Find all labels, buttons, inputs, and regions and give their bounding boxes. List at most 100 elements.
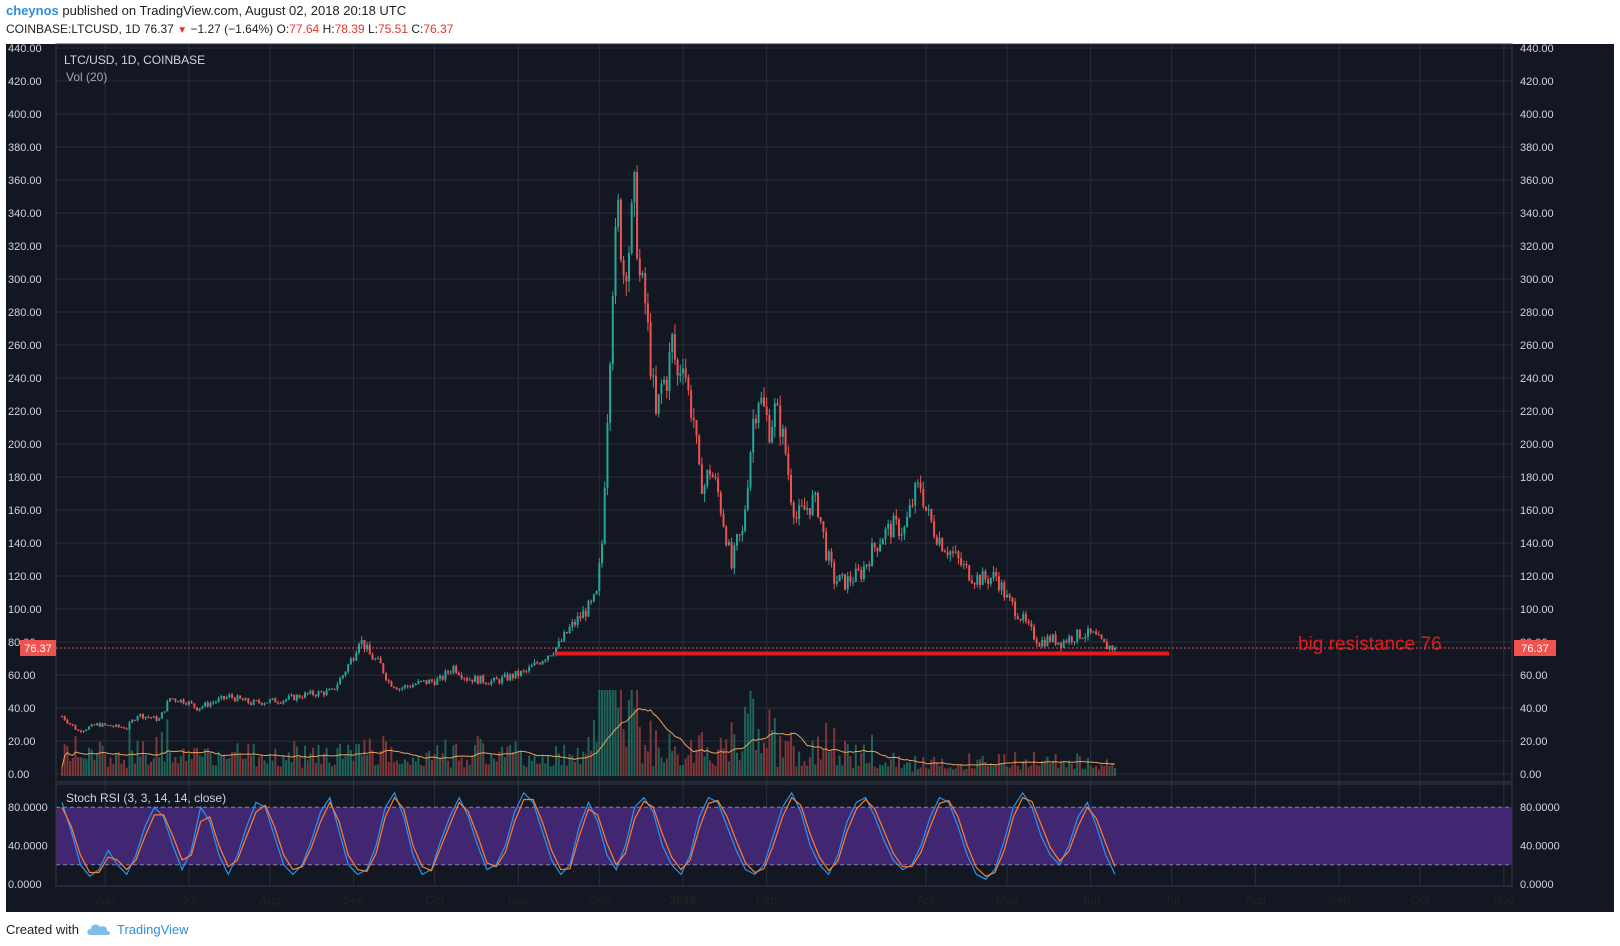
volume-bar [827,751,830,776]
volume-bar [312,747,315,776]
candle-body [395,687,398,690]
volume-bar [171,762,174,776]
annotation-layer[interactable]: big resistance 76 [556,634,1442,656]
candle-body [652,375,655,377]
volume-bar [625,746,628,776]
candle-body [393,686,396,688]
candle-body [228,694,231,698]
candle-body [533,662,536,666]
candle-body [368,644,371,655]
volume-bar [860,752,863,776]
candle-body [309,690,312,694]
candle-body [187,701,190,705]
candle-body [1105,642,1108,650]
candle-body [771,426,774,443]
volume-bar [530,760,533,776]
volume-bar [1046,756,1049,776]
volume-bar [703,756,706,776]
candle-body [779,405,782,437]
volume-bar [463,767,466,776]
volume-bar [727,761,730,776]
volume-bar [641,763,644,776]
candle-body [968,565,971,581]
candle-body [409,686,412,688]
y-tick-label-right: 60.00 [1520,670,1548,682]
volume-bar [852,767,855,776]
candle-body [1076,629,1079,642]
candle-body [908,505,911,518]
candle-body [233,697,236,702]
volume-bar [706,747,709,776]
candle-body [277,702,279,704]
volume-bar [236,743,239,776]
volume-bar [1038,765,1041,776]
candle-body [690,390,693,418]
volume-bar [997,754,1000,776]
volume-bar [749,690,752,776]
candle-body [193,703,196,708]
volume-bar [544,763,547,776]
volume-bar [339,743,342,776]
volume-bar [898,756,900,776]
y-tick-label-left: 440.00 [8,43,42,55]
candle-body [525,670,528,672]
candle-body [244,698,247,701]
volume-bar [1105,759,1108,776]
volume-bar [322,753,325,776]
author-link[interactable]: cheynos [6,3,59,18]
candle-body [490,680,493,685]
tradingview-link[interactable]: TradingView [116,921,189,937]
candle-body [1060,642,1062,648]
volume-bar [776,766,779,776]
volume-bar [250,755,252,776]
volume-bar [881,765,884,776]
candle-body [954,551,957,553]
candle-body [973,583,976,585]
candle-body [892,515,895,538]
volume-bar [533,755,536,776]
candle-body [914,483,917,506]
volume-bar [1095,765,1098,776]
candle-body [1114,647,1116,650]
candle-body [719,492,722,514]
volume-bar [98,741,101,776]
candle-body [601,543,603,564]
candle-body [684,368,687,378]
volume-bar [1011,764,1014,776]
stoch-k-line [61,791,1116,880]
candle-body [444,671,447,680]
candle-body [884,528,887,540]
volume-bar [817,736,819,776]
candle-body [992,571,995,578]
candle-body [117,724,120,727]
candle-body [385,672,387,681]
volume-bar [814,764,817,776]
candle-body [641,273,644,276]
rsi-y-tick-left: 0.0000 [8,879,42,891]
symbol-line: COINBASE:LTCUSD, 1D [6,22,141,36]
volume-bar [484,763,487,776]
volume-bar [1003,754,1006,776]
x-tick-label: Aug [1245,893,1266,907]
volume-bar [884,762,887,776]
x-tick-label: Jul [1164,893,1179,907]
volume-bar [938,766,941,776]
tradingview-cloud-icon[interactable] [85,921,111,937]
candle-body [798,505,801,519]
candle-body [835,581,838,584]
volume-bar [476,736,479,776]
candle-body [66,719,69,724]
volume-bar [1108,766,1111,776]
volume-bar [962,769,965,776]
footer: Created with TradingView [6,920,189,938]
volume-bar [331,766,333,776]
volume-bar [120,763,123,776]
volume-bar [557,753,560,776]
volume-bar [768,709,771,776]
candle-body [166,701,169,712]
volume-bar [900,768,903,776]
rsi-band [56,807,1512,865]
candle-body [714,477,717,479]
volume-bar [989,763,992,776]
